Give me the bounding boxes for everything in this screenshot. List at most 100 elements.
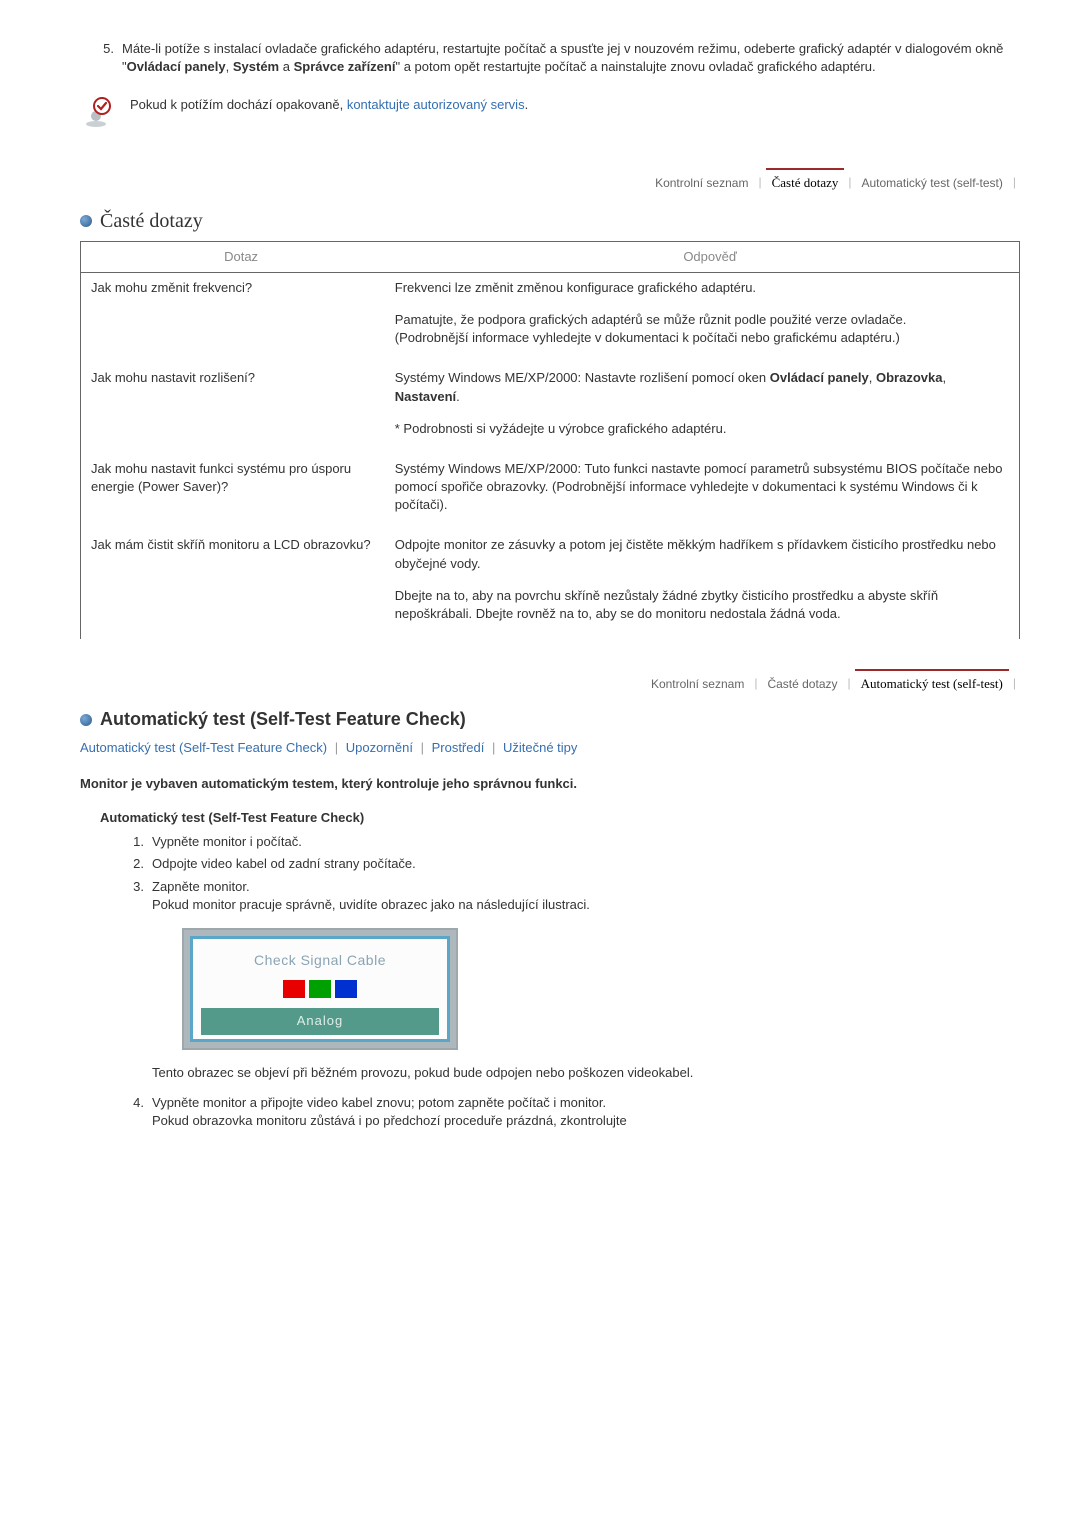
faq-a-p: Systémy Windows ME/XP/2000: Tuto funkci … bbox=[395, 460, 1009, 515]
contact-service-link[interactable]: kontaktujte autorizovaný servis bbox=[347, 97, 525, 112]
intro-b2: Systém bbox=[233, 59, 279, 74]
square-blue-icon bbox=[335, 980, 357, 998]
selftest-steps: 1. Vypněte monitor i počítač. 2. Odpojte… bbox=[80, 833, 1020, 1130]
faq-q: Jak mohu nastavit funkci systému pro úsp… bbox=[91, 460, 395, 515]
link-sep: | bbox=[488, 740, 499, 755]
step-num: 3. bbox=[110, 878, 152, 1082]
table-row: Jak mohu nastavit funkci systému pro úsp… bbox=[81, 454, 1019, 531]
tabs-sep: | bbox=[754, 174, 765, 191]
signal-squares bbox=[201, 980, 439, 998]
step-num: 4. bbox=[110, 1094, 152, 1130]
link-tips[interactable]: Užitečné tipy bbox=[503, 740, 577, 755]
t: Nastavení bbox=[395, 389, 456, 404]
step-text: Vypněte monitor i počítač. bbox=[152, 833, 1020, 851]
tab-checklist[interactable]: Kontrolní seznam bbox=[649, 169, 754, 196]
signal-title: Check Signal Cable bbox=[201, 951, 439, 971]
selftest-heading: Automatický test (Self-Test Feature Chec… bbox=[80, 707, 1020, 732]
step-num: 2. bbox=[110, 855, 152, 873]
user-check-icon bbox=[80, 96, 112, 128]
faq-a-p: Dbejte na to, aby na povrchu skříně nezů… bbox=[395, 587, 1009, 623]
intro-b1: Ovládací panely bbox=[127, 59, 226, 74]
step-text: Odpojte video kabel od zadní strany počí… bbox=[152, 855, 1020, 873]
bullet-icon bbox=[80, 714, 92, 726]
selftest-heading-text: Automatický test (Self-Test Feature Chec… bbox=[100, 707, 466, 732]
faq-col-a: Odpověď bbox=[401, 242, 1019, 272]
signal-inner: Check Signal Cable Analog bbox=[190, 936, 450, 1042]
selftest-subheading: Automatický test (Self-Test Feature Chec… bbox=[80, 809, 1020, 827]
intro-num: 5. bbox=[80, 40, 122, 76]
faq-col-q: Dotaz bbox=[81, 242, 401, 272]
t: Pokud monitor pracuje správně, uvidíte o… bbox=[152, 897, 590, 912]
t: , bbox=[869, 370, 876, 385]
faq-q: Jak mohu nastavit rozlišení? bbox=[91, 369, 395, 438]
intro-c2: a bbox=[279, 59, 293, 74]
table-row: Jak mám čistit skříň monitoru a LCD obra… bbox=[81, 530, 1019, 639]
tabs-faq: Kontrolní seznam | Časté dotazy | Automa… bbox=[80, 168, 1020, 196]
square-red-icon bbox=[283, 980, 305, 998]
list-item: 1. Vypněte monitor i počítač. bbox=[110, 833, 1020, 851]
intro-tb: " a potom opět restartujte počítač a nai… bbox=[395, 59, 875, 74]
selftest-intro: Monitor je vybaven automatickým testem, … bbox=[80, 775, 1020, 793]
intro-item: 5. Máte-li potíže s instalací ovladače g… bbox=[80, 40, 1020, 76]
tabs-sep: | bbox=[844, 675, 855, 692]
tab-faq[interactable]: Časté dotazy bbox=[761, 670, 843, 697]
list-item: 4. Vypněte monitor a připojte video kabe… bbox=[110, 1094, 1020, 1130]
faq-a: Frekvenci lze změnit změnou konfigurace … bbox=[395, 279, 1009, 348]
t: Pokud obrazovka monitoru zůstává i po př… bbox=[152, 1113, 627, 1128]
square-green-icon bbox=[309, 980, 331, 998]
t: Obrazovka bbox=[876, 370, 942, 385]
intro-text: Máte-li potíže s instalací ovladače graf… bbox=[122, 40, 1020, 76]
link-warning[interactable]: Upozornění bbox=[346, 740, 413, 755]
contact-pre: Pokud k potížím dochází opakovaně, bbox=[130, 97, 347, 112]
list-item: 2. Odpojte video kabel od zadní strany p… bbox=[110, 855, 1020, 873]
link-environment[interactable]: Prostředí bbox=[432, 740, 485, 755]
faq-a-p: * Podrobnosti si vyžádejte u výrobce gra… bbox=[395, 420, 1009, 438]
signal-footer: Analog bbox=[201, 1008, 439, 1034]
faq-heading: Časté dotazy bbox=[80, 207, 1020, 235]
t: . bbox=[456, 389, 460, 404]
faq-a-p: Odpojte monitor ze zásuvky a potom jej č… bbox=[395, 536, 1009, 572]
faq-table-head: Dotaz Odpověď bbox=[81, 242, 1019, 273]
selftest-sublinks: Automatický test (Self-Test Feature Chec… bbox=[80, 739, 1020, 757]
link-sep: | bbox=[331, 740, 342, 755]
link-selftest[interactable]: Automatický test (Self-Test Feature Chec… bbox=[80, 740, 327, 755]
contact-text: Pokud k potížím dochází opakovaně, konta… bbox=[130, 96, 528, 114]
bullet-icon bbox=[80, 215, 92, 227]
faq-heading-text: Časté dotazy bbox=[100, 207, 203, 235]
contact-dot: . bbox=[525, 97, 529, 112]
tab-selftest[interactable]: Automatický test (self-test) bbox=[855, 669, 1009, 697]
selftest-subheading-text: Automatický test (Self-Test Feature Chec… bbox=[100, 809, 364, 827]
faq-a: Odpojte monitor ze zásuvky a potom jej č… bbox=[395, 536, 1009, 623]
intro-c1: , bbox=[226, 59, 233, 74]
link-sep: | bbox=[417, 740, 428, 755]
contact-row: Pokud k potížím dochází opakovaně, konta… bbox=[80, 96, 1020, 128]
tab-checklist[interactable]: Kontrolní seznam bbox=[645, 670, 750, 697]
t: Ovládací panely bbox=[770, 370, 869, 385]
tabs-sep: | bbox=[750, 675, 761, 692]
t: Zapněte monitor. bbox=[152, 879, 250, 894]
table-row: Jak mohu nastavit rozlišení? Systémy Win… bbox=[81, 363, 1019, 454]
t: Systémy Windows ME/XP/2000: Nastavte roz… bbox=[395, 370, 770, 385]
faq-table: Dotaz Odpověď Jak mohu změnit frekvenci?… bbox=[80, 241, 1020, 640]
tabs-sep: | bbox=[1009, 675, 1020, 692]
faq-a: Systémy Windows ME/XP/2000: Tuto funkci … bbox=[395, 460, 1009, 515]
step-num: 1. bbox=[110, 833, 152, 851]
tabs-sep: | bbox=[1009, 174, 1020, 191]
faq-a: Systémy Windows ME/XP/2000: Nastavte roz… bbox=[395, 369, 1009, 438]
list-item: 3. Zapněte monitor. Pokud monitor pracuj… bbox=[110, 878, 1020, 1082]
tabs-selftest: Kontrolní seznam | Časté dotazy | Automa… bbox=[80, 669, 1020, 697]
table-row: Jak mohu změnit frekvenci? Frekvenci lze… bbox=[81, 273, 1019, 364]
t: Vypněte monitor a připojte video kabel z… bbox=[152, 1095, 606, 1110]
intro-b3: Správce zařízení bbox=[294, 59, 396, 74]
step-text: Zapněte monitor. Pokud monitor pracuje s… bbox=[152, 878, 1020, 1082]
faq-a-p: Systémy Windows ME/XP/2000: Nastavte roz… bbox=[395, 369, 1009, 405]
signal-diagram: Check Signal Cable Analog bbox=[182, 928, 458, 1050]
step-text: Vypněte monitor a připojte video kabel z… bbox=[152, 1094, 1020, 1130]
faq-q: Jak mám čistit skříň monitoru a LCD obra… bbox=[91, 536, 395, 623]
tab-selftest[interactable]: Automatický test (self-test) bbox=[856, 169, 1009, 196]
t: Tento obrazec se objeví při běžném provo… bbox=[152, 1065, 693, 1080]
t: , bbox=[942, 370, 946, 385]
tab-faq[interactable]: Časté dotazy bbox=[766, 168, 845, 196]
faq-q: Jak mohu změnit frekvenci? bbox=[91, 279, 395, 348]
tabs-sep: | bbox=[844, 174, 855, 191]
